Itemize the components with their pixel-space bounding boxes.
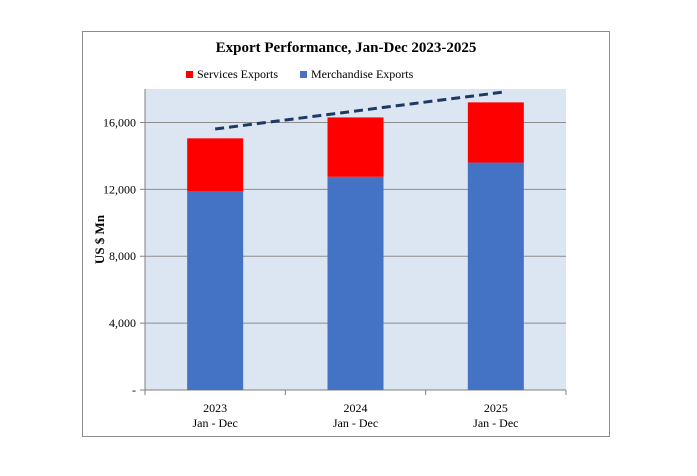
x-tick-label: Jan - Dec (473, 416, 518, 430)
x-tick-label: Jan - Dec (333, 416, 378, 430)
bar-services (187, 138, 244, 192)
legend-label-merchandise: Merchandise Exports (310, 67, 414, 81)
chart-legend: Services Exports Merchandise Exports (186, 67, 435, 82)
y-tick-label: - (132, 383, 136, 397)
y-axis-label: US $ Mn (92, 214, 107, 264)
legend-swatch-services (186, 71, 193, 78)
legend-item-merchandise: Merchandise Exports (299, 67, 414, 82)
bar-services (467, 102, 524, 163)
legend-item-services: Services Exports (186, 67, 278, 82)
legend-label-services: Services Exports (197, 67, 278, 81)
bar-merchandise (327, 176, 384, 390)
x-tick-label: 2023 (203, 401, 227, 415)
bar-merchandise (467, 162, 524, 390)
bar-merchandise (187, 191, 244, 390)
y-tick-label: 4,000 (109, 316, 136, 330)
x-tick-label: Jan - Dec (193, 416, 238, 430)
y-tick-label: 16,000 (103, 115, 136, 129)
legend-swatch-merchandise (299, 71, 307, 78)
y-tick-label: 12,000 (103, 182, 136, 196)
chart-title: Export Performance, Jan-Dec 2023-2025 (215, 40, 477, 56)
y-tick-label: 8,000 (109, 249, 136, 263)
bar-services (327, 117, 384, 177)
trendline (214, 90, 507, 131)
x-tick-label: 2024 (344, 401, 368, 415)
x-tick-label: 2025 (484, 401, 508, 415)
